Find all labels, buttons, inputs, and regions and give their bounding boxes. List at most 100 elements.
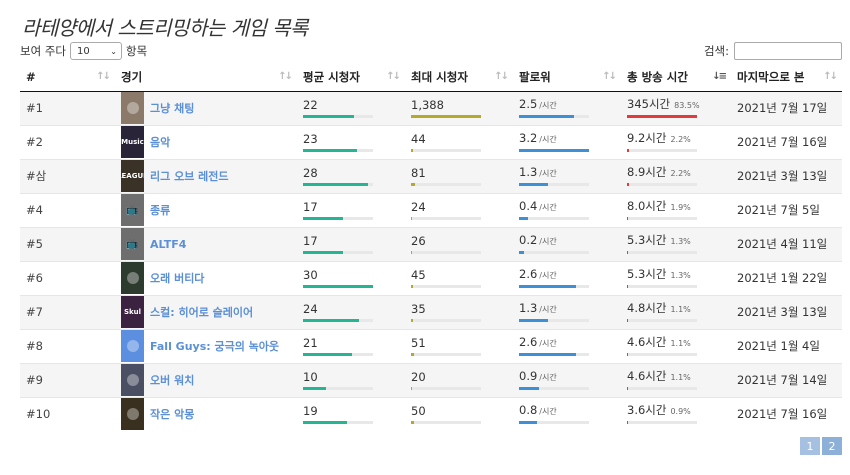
unit-label: /시간 <box>539 203 557 212</box>
stream-time-fill <box>627 319 629 322</box>
last-seen-cell: 2021년 3월 13일 <box>731 294 842 329</box>
game-thumbnail[interactable]: 📺 <box>121 228 144 260</box>
followers-value: 1.3/시간 <box>519 301 557 315</box>
avg-viewers-value: 21 <box>303 335 318 350</box>
sort-icon: ↑↓ <box>823 71 838 82</box>
game-link[interactable]: 작은 악몽 <box>150 408 195 422</box>
game-cell-content: 작은 악몽 <box>121 398 291 431</box>
page-button-2[interactable]: 2 <box>822 437 842 455</box>
column-header-rank[interactable]: # ↑↓ <box>20 64 115 92</box>
sort-icon: ↑↓ <box>602 71 617 82</box>
max-viewers-track <box>411 420 481 424</box>
followers-value: 0.4/시간 <box>519 199 557 213</box>
avg-viewers-cell: 23 <box>297 124 405 159</box>
followers-track <box>519 217 589 220</box>
max-viewers-fill <box>411 318 414 322</box>
column-header-avg-viewers[interactable]: 평균 시청자 ↑↓ <box>297 64 405 92</box>
rank-cell: #8 <box>20 328 115 363</box>
followers-cell: 2.5/시간 <box>513 90 621 125</box>
stream-time-cell: 8.0시간 1.9% <box>621 192 731 227</box>
max-viewers-fill <box>411 420 414 424</box>
sort-icon: ↑↓ <box>278 71 293 82</box>
max-viewers-value: 44 <box>411 131 426 146</box>
followers-cell: 2.6/시간 <box>513 260 621 295</box>
game-link[interactable]: 리그 오브 레전드 <box>150 170 229 183</box>
stream-time-cell: 8.9시간 2.2% <box>621 158 731 193</box>
avg-viewers-fill <box>303 148 357 152</box>
game-cell-content: 오버 워치 <box>121 364 291 396</box>
game-thumbnail[interactable] <box>121 364 144 396</box>
followers-cell: 1.3/시간 <box>513 158 621 193</box>
followers-fill <box>519 115 574 118</box>
unit-label: /시간 <box>539 135 557 144</box>
game-cell: 그냥 채팅 <box>115 90 297 125</box>
game-thumbnail[interactable]: Skul <box>121 296 144 328</box>
max-viewers-cell: 24 <box>405 192 513 227</box>
overwatch-icon <box>126 374 139 386</box>
followers-track <box>519 421 589 425</box>
game-thumbnail[interactable] <box>121 262 144 294</box>
avg-viewers-track <box>303 318 373 322</box>
unit-label: /시간 <box>539 271 557 280</box>
unit-label: /시간 <box>539 169 557 178</box>
stream-time-track <box>627 251 697 254</box>
avg-viewers-fill <box>303 318 359 322</box>
avg-viewers-fill <box>303 114 355 118</box>
table-row: #4 📺 종류 17 24 0.4/시간 8.0시간 1.9% 2021년 7월 5일 <box>20 192 842 227</box>
column-header-last-seen[interactable]: 마지막으로 본 ↑↓ <box>731 64 842 92</box>
game-link[interactable]: 오래 버티다 <box>150 272 205 285</box>
search-input[interactable] <box>734 42 842 60</box>
game-link[interactable]: 스컬: 히어로 슬레이어 <box>150 306 254 319</box>
column-header-game[interactable]: 경기 ↑↓ <box>115 64 297 92</box>
stream-time-cell: 3.6시간 0.9% <box>621 396 731 431</box>
column-header-stream-time[interactable]: 총 방송 시간 ↓≡ <box>621 64 731 92</box>
followers-fill <box>519 285 576 288</box>
max-viewers-value: 20 <box>411 369 426 384</box>
unit-label: /시간 <box>539 305 557 314</box>
avg-viewers-value: 30 <box>303 267 318 282</box>
percent-label: 83.5% <box>674 101 700 110</box>
game-link[interactable]: Fall Guys: 궁극의 녹아웃 <box>150 340 280 353</box>
followers-fill <box>519 387 539 390</box>
percent-label: 1.1% <box>670 373 691 382</box>
avg-viewers-fill <box>303 352 352 356</box>
table-header-row: # ↑↓ 경기 ↑↓ 평균 시청자 ↑↓ 최대 시청자 ↑↓ 팔로워 ↑↓ 총 방송 시간… <box>20 64 842 92</box>
percent-label: 1.1% <box>670 305 691 314</box>
stream-time-fill <box>627 251 629 254</box>
game-cell: Skul 스컬: 히어로 슬레이어 <box>115 294 297 329</box>
game-thumbnail[interactable]: 📺 <box>121 194 144 226</box>
max-viewers-cell: 35 <box>405 294 513 329</box>
max-viewers-cell: 44 <box>405 124 513 159</box>
game-link[interactable]: ALTF4 <box>150 237 187 251</box>
max-viewers-track <box>411 352 481 356</box>
table-row: #10 작은 악몽 19 50 0.8/시간 3.6시간 0.9% 2021년 7월 16일 <box>20 396 842 431</box>
followers-cell: 0.9/시간 <box>513 362 621 397</box>
game-link[interactable]: 음악 <box>150 136 171 149</box>
stream-time-track <box>627 285 697 288</box>
avg-viewers-cell: 19 <box>297 396 405 431</box>
stream-time-cell: 5.3시간 1.3% <box>621 260 731 295</box>
game-cell: 오래 버티다 <box>115 260 297 295</box>
game-link[interactable]: 오버 워치 <box>150 374 195 387</box>
game-thumbnail[interactable] <box>121 330 144 362</box>
avg-viewers-track <box>303 148 373 152</box>
max-viewers-cell: 81 <box>405 158 513 193</box>
page-button-1[interactable]: 1 <box>800 437 820 455</box>
column-header-followers[interactable]: 팔로워 ↑↓ <box>513 64 621 92</box>
max-viewers-cell: 1,388 <box>405 90 513 125</box>
game-thumbnail[interactable] <box>121 92 144 124</box>
entries-select[interactable]: 10 ⌄ <box>69 42 122 60</box>
avg-viewers-track <box>303 352 373 356</box>
game-thumbnail[interactable]: LEAGUE <box>121 160 144 192</box>
max-viewers-track <box>411 250 481 254</box>
max-viewers-track <box>411 386 481 390</box>
game-thumbnail[interactable]: Music <box>121 126 144 158</box>
game-link[interactable]: 종류 <box>150 204 171 217</box>
avg-viewers-fill <box>303 250 343 254</box>
avg-viewers-fill <box>303 182 369 186</box>
game-thumbnail[interactable] <box>121 398 144 431</box>
game-link[interactable]: 그냥 채팅 <box>150 102 195 115</box>
followers-track <box>519 251 589 254</box>
followers-track <box>519 319 589 322</box>
column-header-max-viewers[interactable]: 최대 시청자 ↑↓ <box>405 64 513 92</box>
